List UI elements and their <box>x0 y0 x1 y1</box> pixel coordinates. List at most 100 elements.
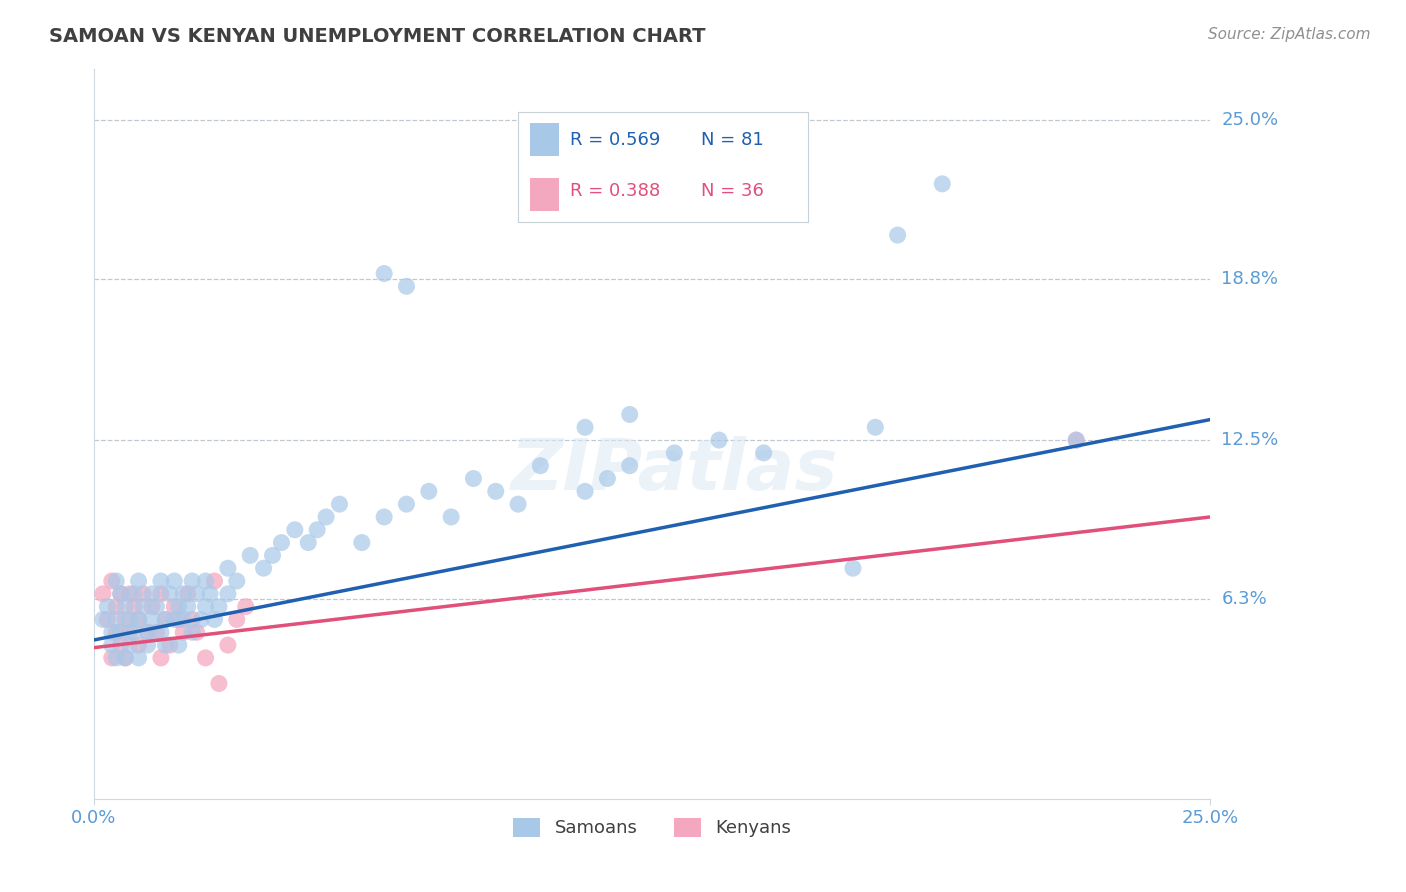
Point <box>149 587 172 601</box>
Point <box>136 625 159 640</box>
Text: 12.5%: 12.5% <box>1222 431 1278 449</box>
Point <box>96 612 118 626</box>
Point <box>136 625 159 640</box>
Point <box>118 625 141 640</box>
Point <box>105 599 128 614</box>
Point <box>194 651 217 665</box>
Point <box>217 561 239 575</box>
Point <box>149 574 172 588</box>
Point <box>204 612 226 626</box>
Point <box>128 651 150 665</box>
Point <box>596 471 619 485</box>
Point <box>190 612 212 626</box>
Point <box>373 510 395 524</box>
Point <box>194 599 217 614</box>
Point <box>91 587 114 601</box>
Text: 25.0%: 25.0% <box>1222 111 1278 128</box>
Point <box>395 497 418 511</box>
Point <box>270 535 292 549</box>
Point <box>159 638 181 652</box>
Point <box>122 599 145 614</box>
Point <box>619 458 641 473</box>
Point <box>239 549 262 563</box>
Point <box>328 497 350 511</box>
Point <box>440 510 463 524</box>
Point <box>167 599 190 614</box>
Point <box>128 612 150 626</box>
Point <box>297 535 319 549</box>
Point <box>506 497 529 511</box>
Point <box>141 599 163 614</box>
Point <box>132 587 155 601</box>
Point <box>167 612 190 626</box>
Point <box>110 587 132 601</box>
Point <box>395 279 418 293</box>
Point <box>155 638 177 652</box>
Point <box>574 420 596 434</box>
Point <box>194 574 217 588</box>
Point <box>664 446 686 460</box>
Point <box>118 638 141 652</box>
Text: ZIPatlas: ZIPatlas <box>510 435 838 505</box>
Point <box>172 587 194 601</box>
Point <box>118 612 141 626</box>
Point <box>707 433 730 447</box>
Point <box>101 574 124 588</box>
Point <box>136 638 159 652</box>
Point <box>842 561 865 575</box>
Point <box>155 612 177 626</box>
Point <box>114 651 136 665</box>
Legend: Samoans, Kenyans: Samoans, Kenyans <box>506 811 799 845</box>
Text: SAMOAN VS KENYAN UNEMPLOYMENT CORRELATION CHART: SAMOAN VS KENYAN UNEMPLOYMENT CORRELATIO… <box>49 27 706 45</box>
Point <box>373 267 395 281</box>
Point <box>529 458 551 473</box>
Point <box>198 587 221 601</box>
Point <box>163 599 186 614</box>
Point <box>163 574 186 588</box>
Point <box>485 484 508 499</box>
Point <box>132 599 155 614</box>
Text: 6.3%: 6.3% <box>1222 590 1267 608</box>
Point <box>252 561 274 575</box>
Point <box>208 676 231 690</box>
Point <box>176 599 198 614</box>
Point <box>105 651 128 665</box>
Point <box>262 549 284 563</box>
Point <box>110 625 132 640</box>
Point <box>186 587 208 601</box>
Point <box>114 651 136 665</box>
Point <box>931 177 953 191</box>
Point <box>619 408 641 422</box>
Point <box>105 612 128 626</box>
Point <box>114 612 136 626</box>
Point <box>865 420 887 434</box>
Point <box>1064 433 1087 447</box>
Point <box>141 612 163 626</box>
Point <box>105 574 128 588</box>
Point <box>122 625 145 640</box>
Point <box>141 587 163 601</box>
Point <box>122 587 145 601</box>
Point <box>155 612 177 626</box>
Point <box>418 484 440 499</box>
Point <box>101 625 124 640</box>
Point <box>149 625 172 640</box>
Point <box>145 599 167 614</box>
Point <box>110 638 132 652</box>
Point <box>208 599 231 614</box>
Point <box>101 638 124 652</box>
Point <box>217 587 239 601</box>
Point <box>315 510 337 524</box>
Point <box>172 612 194 626</box>
Point <box>128 574 150 588</box>
Text: Source: ZipAtlas.com: Source: ZipAtlas.com <box>1208 27 1371 42</box>
Point <box>181 625 204 640</box>
Point <box>96 599 118 614</box>
Point <box>159 587 181 601</box>
Point <box>574 484 596 499</box>
Text: 18.8%: 18.8% <box>1222 269 1278 287</box>
Point <box>105 625 128 640</box>
Point <box>128 638 150 652</box>
Point <box>204 574 226 588</box>
Point <box>181 574 204 588</box>
